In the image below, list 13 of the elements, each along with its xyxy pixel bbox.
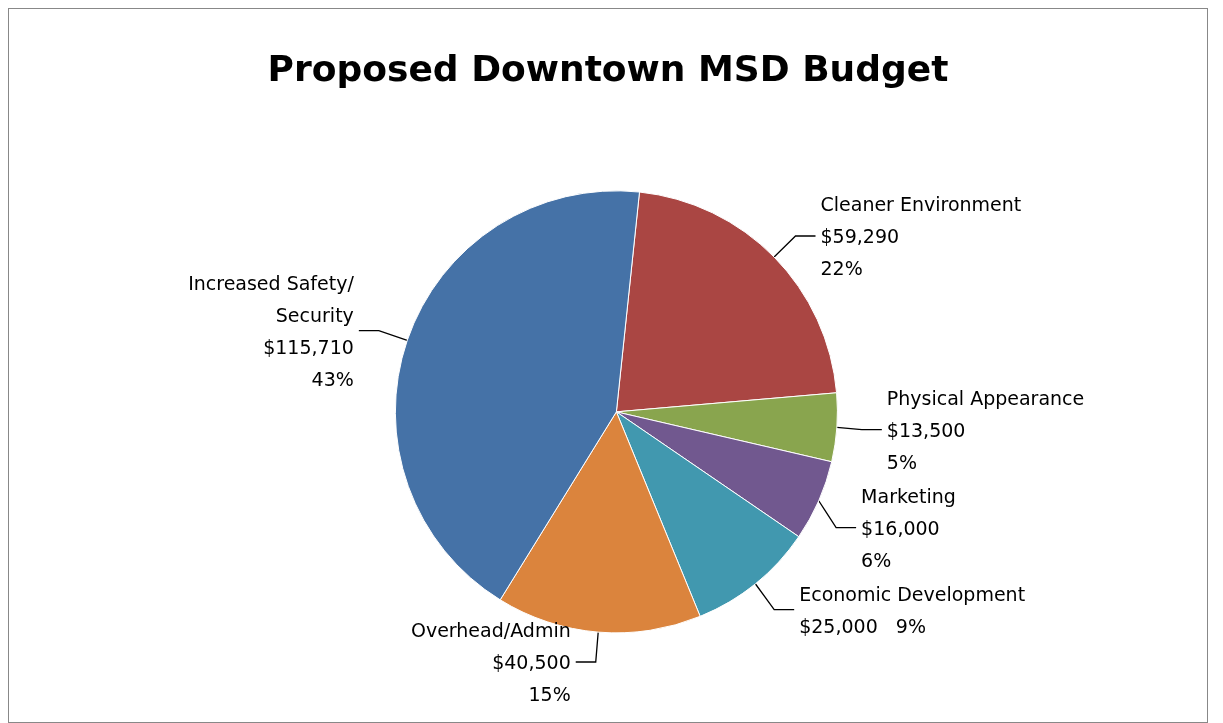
data-label: $40,500 15%	[492, 651, 571, 706]
data-label: $16,000 6%	[861, 516, 940, 571]
slice-label: Physical Appearance	[886, 386, 1085, 409]
data-label: $25,000 9%	[799, 614, 927, 637]
data-label: $13,500 5%	[886, 418, 966, 473]
slice-label: Increased Safety/Security	[188, 271, 355, 326]
slice-label: Overhead/Admin	[410, 619, 571, 642]
data-label: $115,710 43%	[263, 335, 354, 390]
chart-title: Proposed Downtown MSD Budget	[267, 47, 949, 89]
slice-label: Marketing	[861, 484, 956, 507]
slice-label: Cleaner Environment	[820, 192, 1022, 215]
slice-label: Economic Development	[799, 582, 1026, 605]
data-label: $59,290 22%	[820, 224, 900, 279]
